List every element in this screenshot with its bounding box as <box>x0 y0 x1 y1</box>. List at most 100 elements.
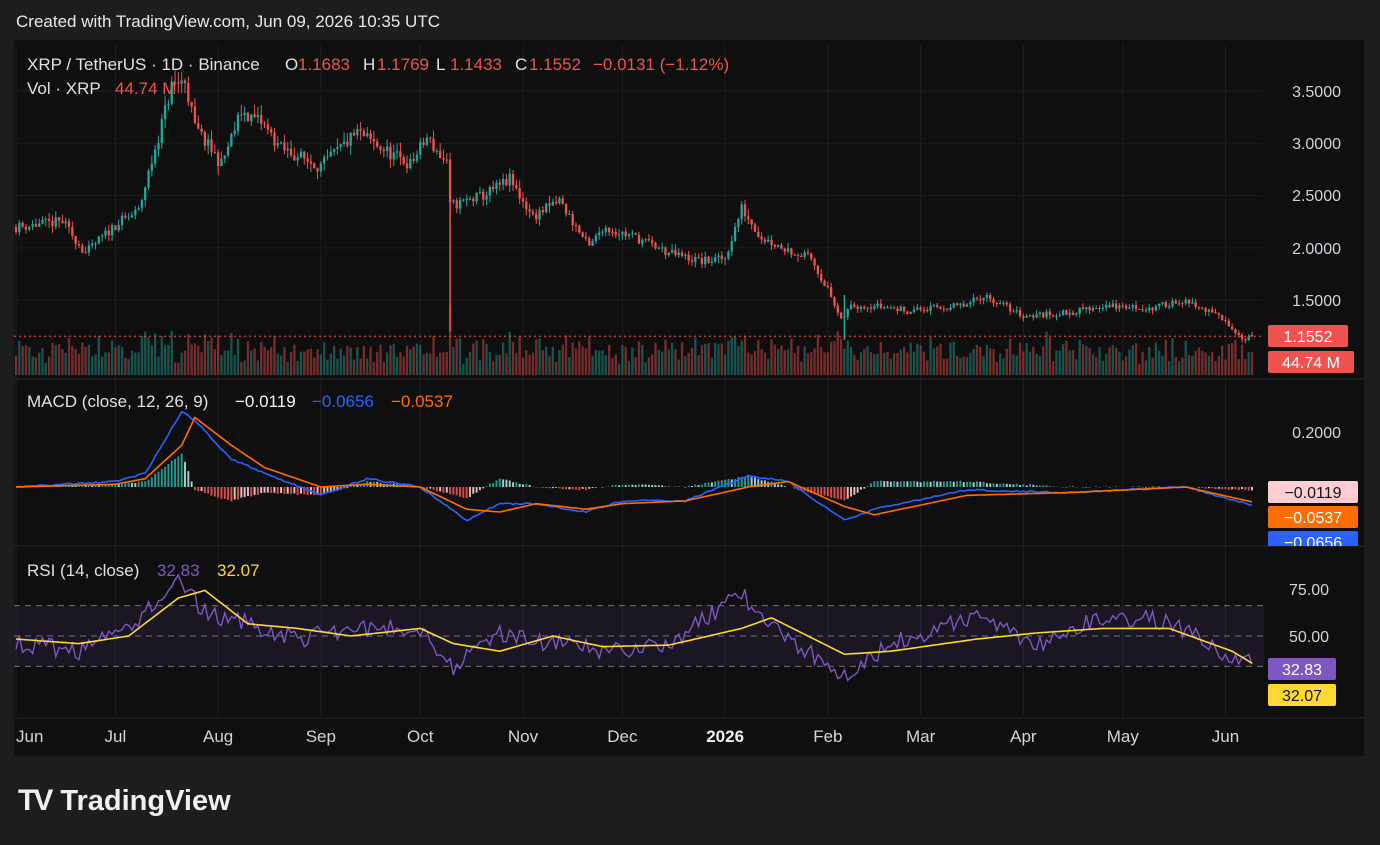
candle-body <box>64 221 67 224</box>
candle-body <box>714 257 717 262</box>
macd-histogram-bar <box>956 481 959 487</box>
candle-body <box>1247 336 1250 341</box>
macd-histogram-bar <box>1082 487 1084 488</box>
symbol-title[interactable]: XRP / TetherUS · 1D · Binance <box>27 55 260 74</box>
macd-histogram-bar <box>313 487 316 495</box>
volume-bar <box>999 353 1002 375</box>
volume-bar <box>776 349 780 375</box>
candle-body <box>750 219 753 225</box>
tradingview-logo[interactable]: TV TradingView <box>18 784 231 818</box>
volume-bar <box>614 354 617 375</box>
candle-body <box>780 244 783 249</box>
macd-histogram-bar <box>700 484 703 487</box>
volume-bar <box>902 346 906 375</box>
macd-histogram-bar <box>528 484 531 487</box>
candle-body <box>916 307 919 310</box>
time-tick: Jun <box>1212 727 1239 746</box>
volume-bar <box>498 354 501 375</box>
macd-histogram-bar <box>522 484 524 487</box>
candle-body <box>856 306 859 309</box>
candle-body <box>452 200 455 202</box>
candle-body <box>47 218 51 221</box>
volume-bar <box>1071 349 1075 375</box>
price-tick: 3.0000 <box>1292 136 1341 153</box>
candle-body <box>936 305 939 307</box>
macd-histogram-bar <box>1009 484 1012 487</box>
volume-bar <box>846 340 849 375</box>
volume-bar <box>34 357 38 375</box>
rsi-title[interactable]: RSI (14, close) <box>27 561 139 580</box>
volume-bar <box>31 356 34 375</box>
candle-body <box>545 203 548 213</box>
volume-bar <box>269 347 273 375</box>
volume-bar <box>856 359 859 375</box>
volume-bar <box>187 333 190 375</box>
volume-bar <box>177 362 180 375</box>
candle-body <box>1101 307 1105 309</box>
candle-body <box>717 255 720 258</box>
candle-body <box>140 200 144 209</box>
volume-bar <box>279 355 283 375</box>
candle-body <box>266 124 269 130</box>
macd-line-badge: −0.0656 <box>1268 531 1358 546</box>
macd-histogram-bar <box>906 481 909 487</box>
macd-histogram-bar <box>641 484 644 487</box>
volume-bar <box>147 337 150 375</box>
svg-text:−0.0537: −0.0537 <box>1284 510 1342 527</box>
candle-body <box>723 258 727 260</box>
volume-bar <box>939 343 942 375</box>
macd-histogram-bar <box>246 487 249 496</box>
volume-bar <box>54 345 57 375</box>
volume-bar <box>886 351 889 375</box>
candle-body <box>465 198 468 200</box>
candle-body <box>339 143 342 148</box>
candle-body <box>144 187 147 201</box>
candle-body <box>84 252 87 254</box>
brand-name: TradingView <box>60 784 231 817</box>
macd-histogram-bar <box>846 487 849 499</box>
candle-body <box>849 304 853 309</box>
candle-body <box>515 185 518 189</box>
candle-body <box>707 256 710 263</box>
candle-body <box>1081 307 1085 309</box>
candle-body <box>896 308 899 311</box>
volume-bar <box>548 356 551 375</box>
macd-histogram-bar <box>1028 484 1031 487</box>
candle-body <box>1184 299 1187 304</box>
volume-bar <box>71 346 74 375</box>
macd-histogram-bar <box>485 486 488 487</box>
macd-histogram-bar <box>240 487 243 498</box>
macd-histogram-bar <box>1217 487 1220 489</box>
volume-bar <box>137 352 140 375</box>
chart-frame[interactable] <box>14 40 1364 756</box>
macd-histogram-bar <box>982 481 985 487</box>
volume-label[interactable]: Vol · XRP <box>27 79 101 98</box>
macd-histogram-bar <box>207 487 210 494</box>
volume-bar <box>651 354 654 375</box>
volume-bar <box>349 347 352 375</box>
volume-bar <box>1201 350 1204 375</box>
candle-body <box>830 287 833 298</box>
macd-histogram-bar <box>591 487 594 489</box>
candle-body <box>190 102 193 107</box>
volume-bar <box>1164 340 1168 375</box>
candle-body <box>700 258 704 265</box>
macd-histogram-bar <box>468 487 471 497</box>
volume-bar <box>707 343 710 375</box>
volume-bar <box>760 349 763 375</box>
candle-body <box>1131 305 1134 308</box>
candle-body <box>395 151 399 153</box>
macd-title[interactable]: MACD (close, 12, 26, 9) <box>27 392 208 411</box>
macd-histogram-bar <box>273 487 276 493</box>
macd-histogram-bar <box>97 485 100 487</box>
volume-bar <box>1184 340 1187 375</box>
candle-body <box>889 307 892 309</box>
volume-bar <box>170 331 173 375</box>
volume-bar <box>793 353 796 375</box>
candle-body <box>863 306 866 309</box>
candle-body <box>806 252 810 254</box>
candle-body <box>1058 315 1061 317</box>
macd-histogram-bar <box>697 485 700 487</box>
macd-histogram-bar <box>578 487 581 491</box>
